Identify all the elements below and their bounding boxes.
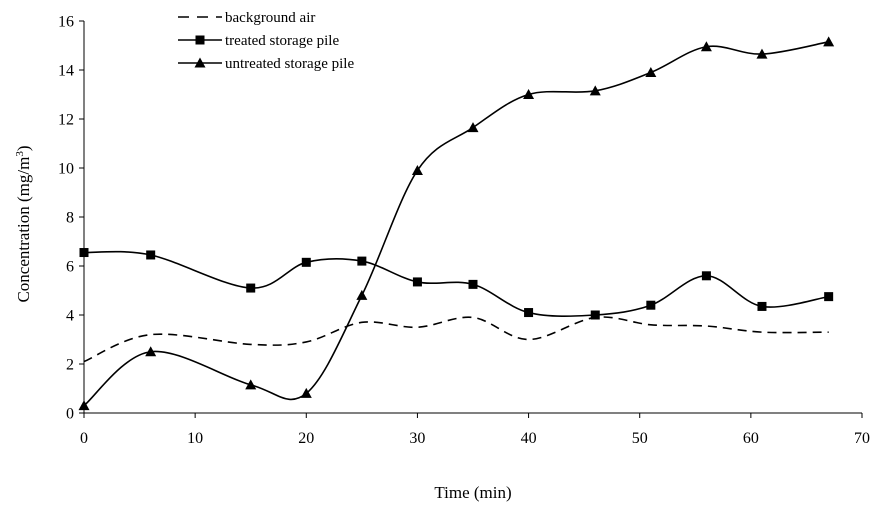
series-line — [83, 250, 829, 317]
y-axis-title-end: ) — [14, 145, 33, 151]
data-point — [245, 379, 257, 390]
data-point — [700, 41, 712, 52]
x-axis-title: Time (min) — [434, 483, 511, 502]
x-tick-label: 30 — [409, 430, 425, 447]
chart-axes: 0 2 4 6 8 10 12 14 16 0 10 20 30 40 50 60 70 — [58, 14, 870, 448]
chart-series — [78, 36, 835, 411]
y-tick-label: 2 — [66, 357, 74, 374]
x-tick-label: 20 — [298, 430, 314, 447]
legend-marker — [194, 57, 206, 68]
y-axis-title: Concentration (mg/m3) — [14, 145, 33, 302]
x-tick-label: 10 — [187, 430, 203, 447]
data-point — [524, 308, 534, 318]
series-line — [83, 41, 829, 407]
y-tick-label: 12 — [58, 112, 74, 129]
data-point — [301, 257, 311, 267]
y-tick-label: 14 — [58, 63, 74, 80]
data-point — [145, 346, 157, 357]
data-point — [523, 89, 535, 99]
x-tick-label: 50 — [632, 430, 648, 447]
y-tick-label: 4 — [66, 308, 74, 325]
data-point — [823, 36, 835, 47]
legend-marker — [195, 35, 205, 45]
data-point — [411, 164, 423, 175]
data-point — [357, 256, 367, 266]
data-point — [246, 283, 256, 293]
data-point — [468, 279, 478, 289]
x-tick-label: 70 — [854, 430, 870, 447]
x-tick-label: 0 — [80, 430, 88, 447]
data-point — [78, 400, 90, 411]
legend-label: untreated storage pile — [225, 56, 354, 72]
data-point — [467, 122, 479, 133]
data-point — [756, 48, 768, 59]
y-tick-label: 16 — [58, 14, 74, 31]
data-point — [589, 85, 601, 96]
y-tick-label: 6 — [66, 259, 74, 276]
data-point — [646, 300, 656, 310]
x-tick-label: 40 — [521, 430, 537, 447]
data-point — [356, 289, 368, 300]
y-tick-label: 10 — [58, 161, 74, 178]
legend-entry-1: background air — [178, 10, 315, 26]
data-point — [590, 310, 600, 320]
legend-label: treated storage pile — [225, 33, 339, 49]
legend-entry-2: treated storage pile — [178, 33, 339, 49]
series-3 — [78, 36, 835, 411]
data-point — [146, 250, 156, 260]
chart-legend: background air treated storage pile untrea… — [178, 10, 354, 72]
data-point — [824, 292, 834, 302]
data-point — [757, 301, 767, 311]
y-axis-title-main: Concentration (mg/m — [14, 157, 33, 303]
x-tick-label: 60 — [743, 430, 759, 447]
y-axis-title-superscript: 3 — [14, 151, 26, 157]
y-tick-label: 8 — [66, 210, 74, 227]
legend-entry-3: untreated storage pile — [178, 56, 354, 72]
data-point — [79, 248, 89, 258]
data-point — [412, 277, 422, 287]
series-2 — [79, 248, 834, 320]
legend-label: background air — [225, 10, 315, 26]
series-1 — [83, 316, 829, 363]
data-point — [300, 387, 312, 398]
series-line — [83, 316, 829, 363]
y-tick-label: 0 — [66, 406, 74, 423]
data-point — [645, 66, 657, 77]
data-point — [701, 271, 711, 281]
